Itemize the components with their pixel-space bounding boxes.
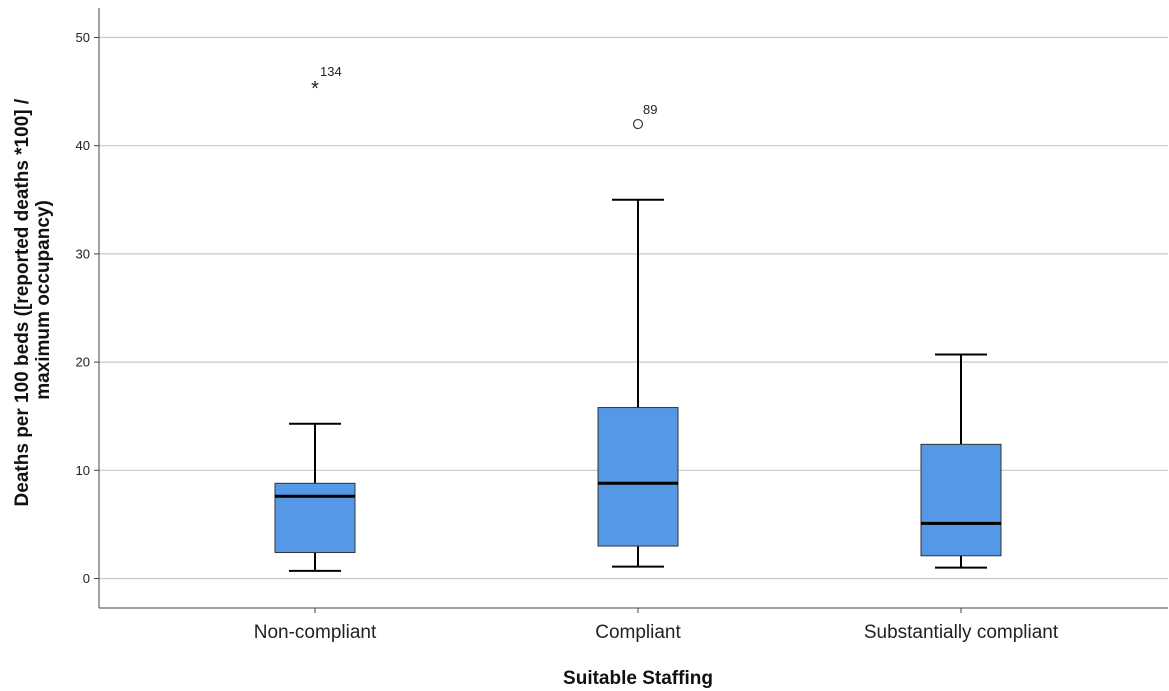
y-tick-label: 50 [76,30,90,45]
x-axis-title: Suitable Staffing [563,668,713,689]
box-3 [920,353,1002,569]
outlier-label: 89 [643,102,657,117]
gridlines [99,36,1168,580]
y-tick-label: 40 [76,138,90,153]
box-iqr [274,482,356,554]
x-category-label: Non-compliant [254,622,377,643]
y-axis-title: Deaths per 100 beds ([reported deaths *1… [12,94,54,507]
box-iqr [597,407,679,547]
axes [98,8,1168,609]
x-category-labels: Non-compliant Compliant Substantially comp… [254,608,1059,643]
y-axis-title-line-2: maximum occupancy) [33,200,54,400]
boxes [274,198,1002,572]
box-2 [597,198,679,568]
y-tick-label: 20 [76,355,90,370]
outliers: *134 89 [311,64,657,130]
outlier-marker [632,118,644,130]
y-axis-title-line-1: Deaths per 100 beds ([reported deaths *1… [12,98,33,506]
box-iqr [920,443,1002,557]
y-tick-label: 10 [76,463,90,478]
x-category-label: Substantially compliant [864,622,1059,643]
y-tick-label: 30 [76,246,90,261]
box-1 [274,422,356,572]
y-tick-labels: 0 10 20 30 40 50 [76,30,99,586]
y-tick-label: 0 [83,571,90,586]
x-category-label: Compliant [595,622,681,643]
extreme-outlier-marker: * [311,78,319,100]
outlier-label: 134 [320,64,342,79]
